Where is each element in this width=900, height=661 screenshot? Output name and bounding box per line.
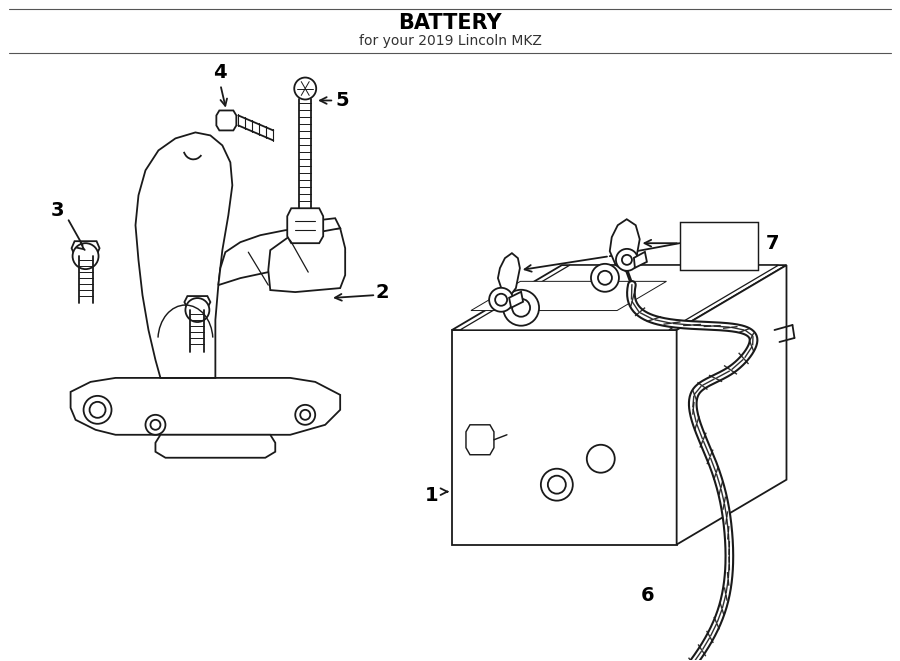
Circle shape (90, 402, 105, 418)
Circle shape (598, 271, 612, 285)
Polygon shape (72, 241, 100, 255)
Circle shape (503, 290, 539, 326)
Polygon shape (677, 265, 787, 545)
Polygon shape (70, 378, 340, 435)
Circle shape (150, 420, 160, 430)
Polygon shape (471, 282, 667, 311)
Text: 2: 2 (375, 283, 389, 301)
Text: for your 2019 Lincoln MKZ: for your 2019 Lincoln MKZ (358, 34, 542, 48)
Circle shape (548, 476, 566, 494)
Polygon shape (452, 265, 787, 330)
Polygon shape (219, 228, 346, 285)
Polygon shape (460, 265, 778, 330)
Polygon shape (509, 292, 523, 308)
Text: 1: 1 (425, 486, 439, 505)
Polygon shape (452, 330, 677, 545)
Text: 3: 3 (51, 201, 65, 219)
FancyBboxPatch shape (680, 222, 758, 270)
Circle shape (73, 243, 98, 269)
Circle shape (495, 293, 507, 306)
Circle shape (294, 77, 316, 100)
Polygon shape (184, 296, 211, 308)
Circle shape (541, 469, 572, 500)
Polygon shape (287, 208, 323, 243)
Polygon shape (466, 425, 494, 455)
Circle shape (616, 249, 638, 271)
Polygon shape (634, 252, 647, 268)
Polygon shape (156, 435, 275, 457)
Polygon shape (319, 218, 340, 232)
Polygon shape (610, 219, 640, 271)
Polygon shape (216, 110, 237, 130)
Circle shape (185, 298, 210, 322)
Polygon shape (498, 253, 520, 296)
Circle shape (587, 445, 615, 473)
Circle shape (512, 299, 530, 317)
Circle shape (84, 396, 112, 424)
Circle shape (591, 264, 619, 292)
Circle shape (301, 410, 310, 420)
Text: 5: 5 (336, 91, 349, 110)
Circle shape (622, 255, 632, 265)
Text: BATTERY: BATTERY (398, 13, 502, 32)
Text: 6: 6 (641, 586, 654, 605)
Text: 4: 4 (213, 63, 227, 82)
Circle shape (146, 415, 166, 435)
Circle shape (295, 405, 315, 425)
Polygon shape (136, 132, 232, 378)
Text: 7: 7 (766, 234, 779, 253)
Polygon shape (268, 228, 346, 292)
Circle shape (489, 288, 513, 312)
